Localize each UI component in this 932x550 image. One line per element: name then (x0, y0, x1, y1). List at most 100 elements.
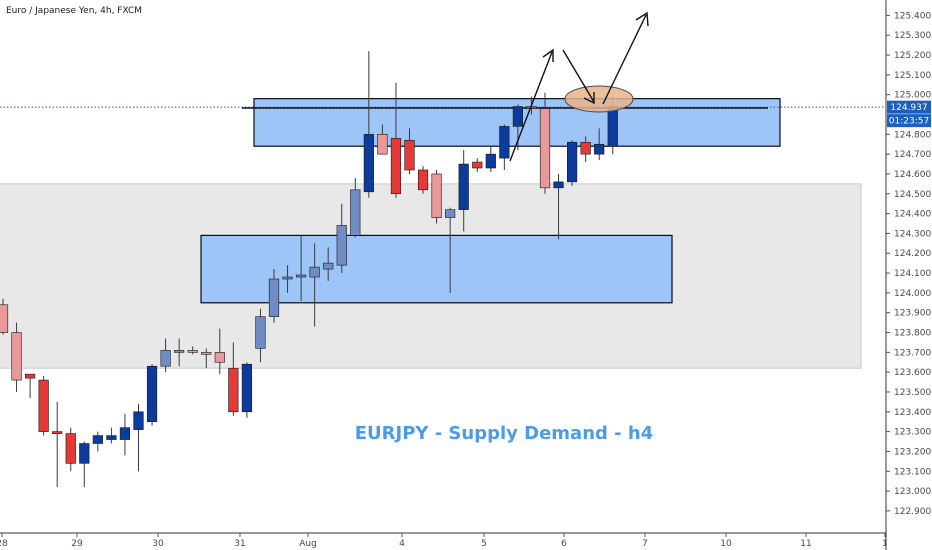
candle-body (214, 352, 225, 363)
price-tick-label: 123.500 (894, 388, 931, 398)
candle (11, 322, 22, 392)
candle (377, 124, 388, 155)
candle-body (431, 173, 442, 218)
time-tick-label: 1 (882, 539, 888, 549)
price-tick-label: 124.100 (894, 269, 931, 279)
price-tick-label: 125.100 (894, 71, 931, 81)
candle (499, 124, 510, 170)
time-tick-label: 7 (642, 539, 648, 549)
projection-arrows (509, 11, 649, 162)
candle-body (187, 350, 198, 353)
time-tick-label: 29 (71, 539, 83, 549)
price-tick-label: 124.600 (894, 170, 931, 180)
price-tick-label: 123.900 (894, 309, 931, 319)
price-axis-background (886, 0, 932, 550)
candle (431, 169, 442, 224)
candle-body (174, 350, 185, 353)
arrow-down (562, 49, 595, 103)
candle (133, 403, 144, 472)
price-tick-label: 124.400 (894, 210, 931, 220)
candle (363, 51, 374, 198)
candle (350, 177, 361, 238)
candle-body (309, 266, 320, 278)
price-tick-label: 125.400 (894, 11, 931, 21)
candle (214, 328, 225, 375)
candle-body (282, 276, 293, 280)
candle-body (539, 108, 551, 189)
last-price-badge (887, 100, 931, 114)
price-tick-label: 123.300 (894, 428, 931, 438)
candle-body (377, 134, 388, 155)
price-tick-label: 124.700 (894, 150, 931, 160)
candle-body (24, 373, 36, 379)
candle (553, 173, 564, 240)
candle-body (52, 431, 63, 434)
candle (472, 158, 483, 172)
candle (295, 235, 307, 301)
time-tick-label: 6 (561, 539, 567, 549)
candle (255, 308, 266, 363)
candle-body (38, 379, 49, 432)
candle (187, 346, 198, 355)
candle (38, 376, 49, 436)
candle-body (553, 181, 564, 189)
candle-body (485, 153, 496, 169)
candle (336, 203, 347, 274)
candle (404, 128, 415, 174)
price-axis-labels: 125.400 125.300 125.200 125.100 125.000 124.8… (886, 11, 931, 517)
candle-body (417, 169, 429, 191)
last-price-value: 124.937 (890, 103, 927, 113)
price-tick-label: 125.200 (894, 51, 931, 61)
candle-body (580, 141, 591, 155)
candle (282, 265, 293, 293)
candle-body (472, 161, 483, 169)
candle-body (363, 134, 374, 193)
candle-body (594, 143, 605, 155)
price-tick-label: 122.900 (894, 507, 931, 517)
candle (79, 441, 90, 488)
candle (580, 136, 591, 163)
candle (241, 362, 253, 418)
demand-zone[interactable] (200, 234, 673, 304)
price-tick-label: 123.400 (894, 408, 931, 418)
price-tick-label: 123.700 (894, 348, 931, 358)
time-tick-label: 4 (399, 539, 405, 549)
candle-body (390, 137, 402, 195)
candle (106, 427, 117, 444)
countdown-value: 01:23:57 (889, 117, 929, 127)
price-tick-label: 123.000 (894, 487, 931, 497)
candle-body (350, 189, 361, 236)
candle (268, 269, 280, 323)
candles-group (0, 51, 618, 488)
candle-body (255, 316, 266, 349)
candle (566, 140, 578, 186)
candle (146, 364, 158, 426)
candle-body (146, 365, 158, 423)
time-tick-label: 10 (720, 539, 732, 549)
candle-body (0, 304, 9, 333)
time-axis-background (0, 533, 886, 550)
candle (512, 104, 523, 151)
candle (390, 82, 402, 198)
candle (594, 128, 605, 161)
candle (24, 373, 36, 398)
candle-body (268, 278, 280, 317)
candle (119, 413, 131, 456)
candle-body (65, 433, 76, 464)
candle (458, 150, 469, 232)
candle-body (133, 411, 144, 430)
candle (445, 207, 456, 293)
time-axis-labels: 28293031Aug456710111 (0, 533, 888, 549)
price-tick-label: 123.600 (894, 368, 931, 378)
time-tick-label: Aug (299, 539, 317, 549)
price-tick-label: 125.000 (894, 91, 931, 101)
candle-body (241, 363, 253, 413)
chart-annotation: EURJPY - Supply Demand - h4 (355, 423, 654, 444)
candle-body (566, 141, 578, 183)
candle (228, 342, 239, 416)
time-tick-label: 28 (0, 539, 8, 549)
candle-body (499, 126, 510, 159)
candle (65, 427, 76, 472)
candle-body (119, 427, 131, 440)
